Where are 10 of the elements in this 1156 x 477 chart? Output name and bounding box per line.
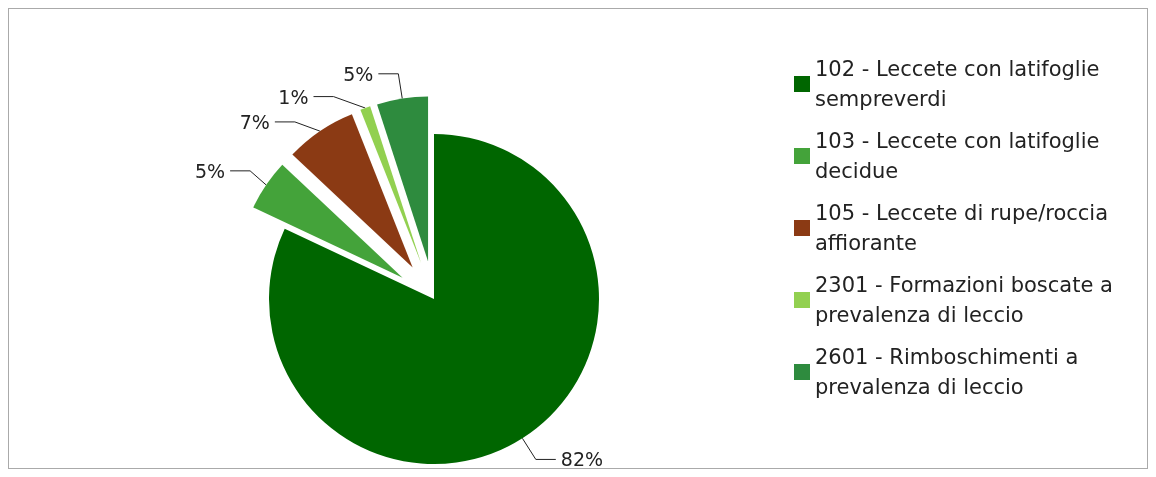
data-label: 7% [239,110,270,133]
data-label: 82% [560,448,604,471]
data-label: 5% [343,62,374,85]
data-label: 1% [278,85,309,108]
legend-label: 105 - Leccete di rupe/roccia affiorante [815,201,1115,255]
legend-label: 2301 - Formazioni boscate a prevalenza di leccio [815,273,1120,327]
legend-label: 102 - Leccete con latifoglie sempreverdi [815,57,1107,111]
legend-label: 103 - Leccete con latifoglie decidue [815,129,1107,183]
data-label: 5% [194,159,226,182]
legend-label: 2601 - Rimboschimenti a prevalenza di leccio [815,345,1086,399]
